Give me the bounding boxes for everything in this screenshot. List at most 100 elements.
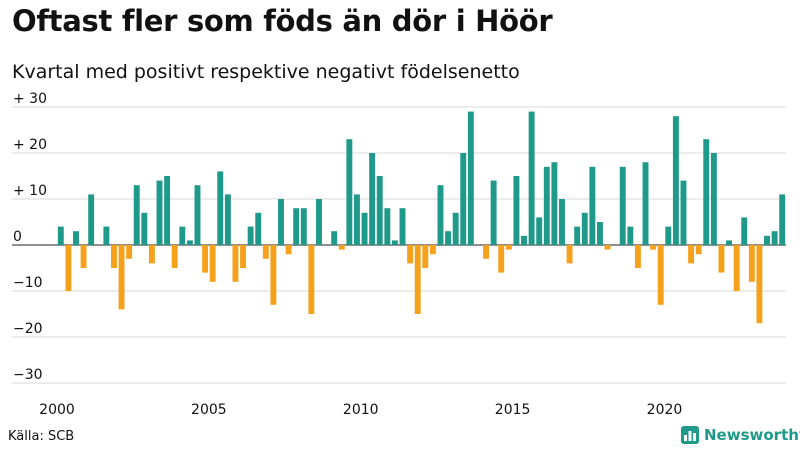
brand: Newsworthy: [681, 426, 800, 444]
bar: [224, 194, 231, 245]
x-tick-label: 2015: [495, 402, 531, 418]
grid-lines: [12, 106, 786, 384]
bar: [186, 240, 193, 245]
bar: [650, 245, 657, 250]
bar: [133, 185, 140, 245]
bar: [559, 199, 565, 245]
bar: [148, 245, 155, 264]
y-tick-label: + 10: [13, 183, 47, 199]
bar: [141, 212, 148, 245]
bar: [103, 226, 110, 245]
bar: [414, 245, 421, 314]
bar: [361, 212, 368, 245]
bar: [634, 245, 641, 268]
bar: [285, 245, 292, 255]
bar-chart: + 30+ 20+ 100−10−20−30 2000 2005 2010 2015 2…: [12, 91, 786, 418]
bar: [483, 245, 490, 259]
bar: [604, 245, 611, 250]
bar: [467, 111, 474, 245]
bar: [695, 245, 702, 255]
bar: [209, 245, 216, 282]
bar: [764, 235, 770, 245]
bar: [733, 245, 740, 291]
bar: [627, 226, 634, 245]
source-note: Källa: SCB: [8, 429, 75, 444]
bar: [688, 245, 695, 264]
bar: [80, 245, 87, 268]
bar: [498, 245, 505, 273]
bar: [194, 185, 201, 245]
bar: [331, 231, 338, 245]
bar-chart-logo-icon: [681, 426, 699, 444]
bar: [240, 245, 247, 268]
bar: [741, 217, 748, 245]
bar: [164, 176, 171, 245]
bar: [270, 245, 277, 305]
bar: [126, 245, 133, 259]
bar: [346, 139, 353, 245]
bar: [490, 180, 497, 245]
bar: [353, 194, 360, 245]
bar: [718, 245, 725, 273]
x-tick-label: 2000: [39, 402, 75, 418]
x-axis-ticks: 2000 2005 2010 2015 2020: [39, 402, 682, 418]
bar: [437, 185, 444, 245]
bar: [217, 171, 224, 245]
bar: [710, 153, 717, 245]
bar: [247, 226, 254, 245]
bar: [57, 226, 64, 245]
bar: [748, 245, 755, 282]
bar: [771, 231, 778, 245]
y-axis-ticks: + 30 + 20 + 10 0 −10 −20 −30: [13, 91, 47, 383]
x-tick-label: 2010: [343, 402, 379, 418]
bar: [156, 180, 163, 245]
chart-title: Oftast fler som föds än dör i Höör: [12, 4, 553, 38]
bar: [262, 245, 269, 259]
bar: [589, 166, 596, 245]
bar: [665, 226, 672, 245]
bar: [657, 245, 664, 305]
bar: [528, 111, 535, 245]
bar: [536, 217, 543, 245]
y-tick-label: + 20: [13, 137, 47, 153]
brand-name: Newsworthy: [704, 426, 800, 444]
bar: [429, 245, 436, 255]
bar: [596, 222, 603, 245]
bar: [543, 166, 550, 245]
bar: [232, 245, 239, 282]
bar: [551, 162, 558, 245]
bar: [300, 208, 307, 245]
bar: [376, 176, 383, 245]
bar: [202, 245, 209, 273]
bar: [642, 162, 649, 245]
bar: [179, 226, 186, 245]
bar: [619, 166, 626, 245]
bar: [726, 240, 733, 245]
bar: [88, 194, 95, 245]
bar: [574, 226, 581, 245]
bar: [779, 194, 786, 245]
bar: [384, 208, 391, 245]
bar: [756, 245, 763, 324]
bar: [521, 235, 527, 245]
y-tick-label: −20: [13, 321, 43, 337]
bar: [293, 208, 300, 245]
bar: [110, 245, 117, 268]
x-tick-label: 2020: [647, 402, 683, 418]
bar: [445, 231, 452, 245]
bar: [672, 116, 679, 245]
bar: [278, 199, 284, 245]
bar: [566, 245, 573, 264]
y-tick-label: −10: [13, 275, 43, 291]
bar: [118, 245, 125, 310]
bars: [57, 111, 786, 324]
bar: [255, 212, 262, 245]
y-tick-label: 0: [13, 229, 22, 245]
bar: [171, 245, 178, 268]
y-tick-label: −30: [13, 367, 43, 383]
chart-subtitle: Kvartal med positivt respektive negativt…: [12, 61, 520, 83]
bar: [680, 180, 687, 245]
bar: [422, 245, 429, 268]
bar: [703, 139, 710, 245]
x-tick-label: 2005: [191, 402, 227, 418]
